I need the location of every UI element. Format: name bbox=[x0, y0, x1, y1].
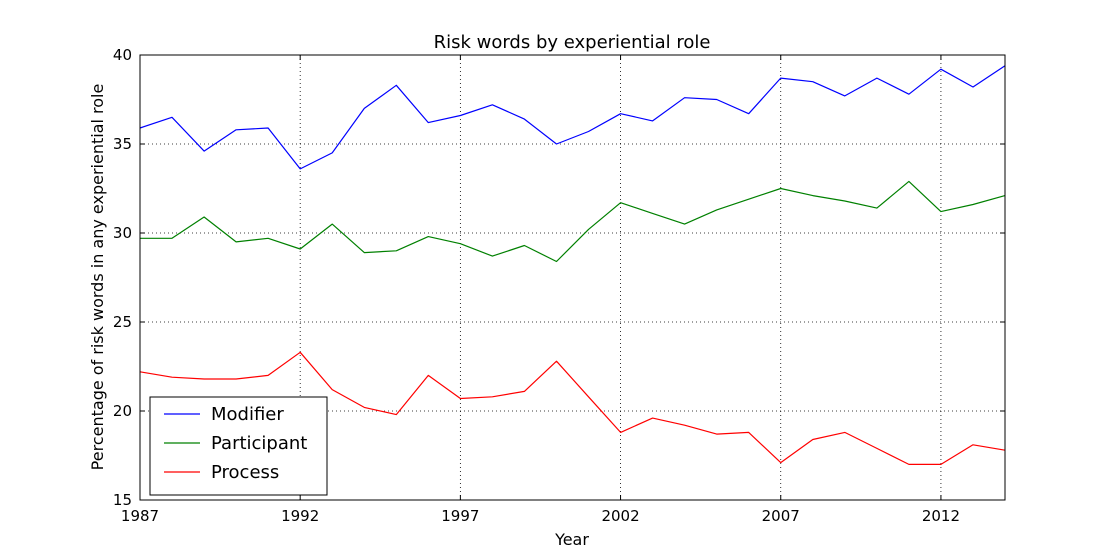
axis-ticks: 1987 1992 1997 2002 2007 2012 15 20 25 30 35 40 bbox=[113, 46, 1005, 525]
x-tick-label: 1997 bbox=[441, 507, 479, 525]
plot-area-frame bbox=[139, 54, 1006, 501]
legend: Modifier Participant Process bbox=[149, 396, 328, 496]
x-tick-label: 2007 bbox=[762, 507, 800, 525]
legend-label: Modifier bbox=[211, 404, 284, 425]
legend-label: Participant bbox=[211, 433, 307, 454]
x-tick-label: 2012 bbox=[922, 507, 960, 525]
x-tick-label: 1992 bbox=[281, 507, 319, 525]
y-tick-label: 30 bbox=[113, 224, 132, 242]
x-axis-title: Year bbox=[554, 530, 589, 549]
chart-title: Risk words by experiential role bbox=[434, 32, 711, 53]
y-tick-label: 25 bbox=[113, 313, 132, 331]
series-line-modifier bbox=[139, 65, 1006, 170]
x-tick-label: 2002 bbox=[601, 507, 639, 525]
y-axis-title: Percentage of risk words in any experien… bbox=[88, 84, 107, 471]
y-tick-label: 35 bbox=[113, 135, 132, 153]
legend-box bbox=[149, 396, 328, 496]
y-tick-label: 40 bbox=[113, 46, 132, 64]
x-tick-label: 1987 bbox=[121, 507, 159, 525]
series-lines bbox=[139, 65, 1006, 465]
y-tick-label: 15 bbox=[113, 491, 132, 509]
series-line-process bbox=[139, 351, 1006, 465]
legend-label: Process bbox=[211, 462, 279, 483]
y-tick-label: 20 bbox=[113, 402, 132, 420]
series-line-participant bbox=[140, 180, 1006, 263]
